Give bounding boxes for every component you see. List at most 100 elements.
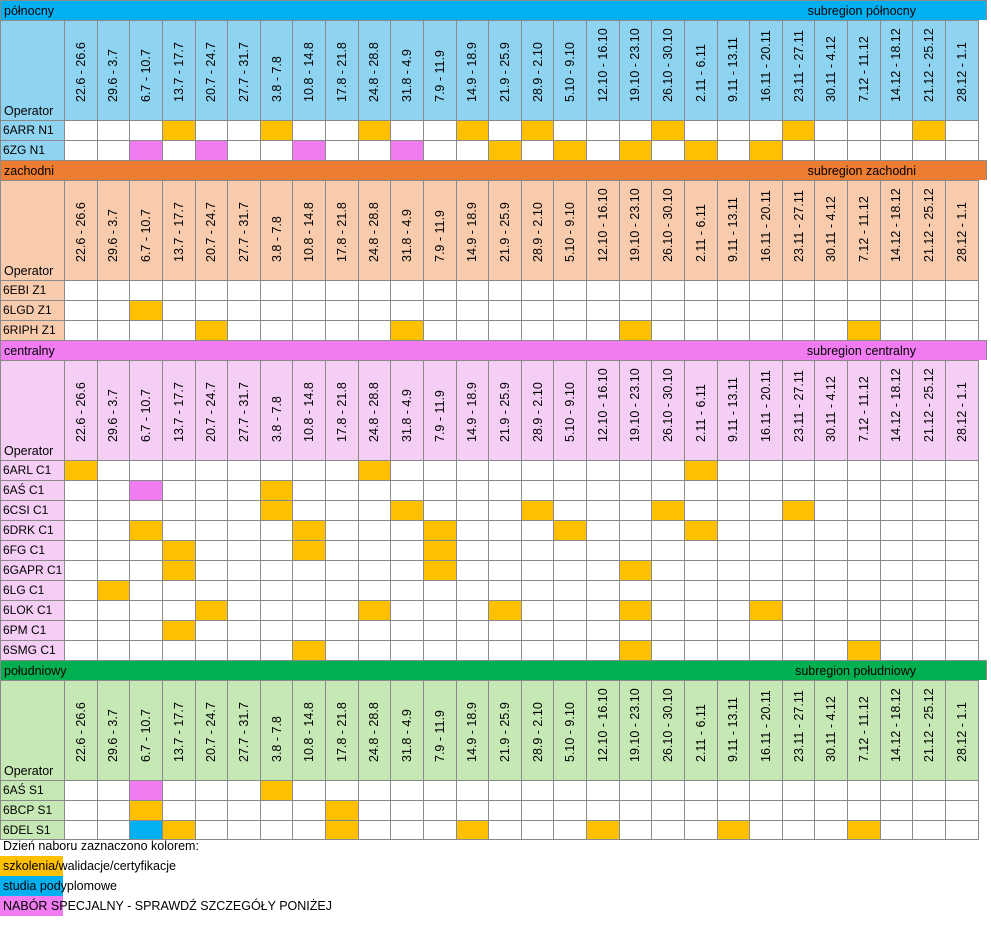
empty-cell (293, 800, 326, 820)
subregion-label: subregion południowy (795, 663, 916, 678)
empty-cell (848, 140, 881, 160)
empty-cell (456, 780, 490, 800)
date-header-cell: 3.8 - 7.8 (260, 360, 294, 460)
empty-cell (97, 560, 131, 580)
operator-row: 6ARR N1 (0, 120, 987, 140)
empty-cell (65, 640, 98, 660)
date-header-cell: 16.11 - 20.11 (750, 20, 783, 120)
recruitment-day-cell-orange (260, 120, 294, 140)
empty-cell (65, 500, 98, 520)
recruitment-day-cell-orange (423, 520, 457, 540)
recruitment-day-cell-orange (782, 120, 816, 140)
empty-cell (587, 520, 620, 540)
date-header-cell: 10.8 - 14.8 (293, 20, 326, 120)
date-label: 13.7 - 17.7 (171, 701, 186, 762)
empty-cell (423, 580, 457, 600)
date-label: 3.8 - 7.8 (269, 395, 284, 442)
empty-cell (717, 600, 751, 620)
empty-cell (130, 280, 163, 300)
empty-cell (652, 620, 685, 640)
empty-cell (521, 480, 555, 500)
empty-cell (391, 620, 424, 640)
date-header-cell: 27.7 - 31.7 (228, 180, 261, 280)
recruitment-day-cell-orange (521, 120, 555, 140)
empty-cell (848, 280, 881, 300)
empty-cell (880, 820, 914, 840)
empty-cell (684, 480, 718, 500)
recruitment-day-cell-pink (195, 140, 229, 160)
empty-cell (97, 480, 131, 500)
date-label: 16.11 - 20.11 (758, 29, 773, 102)
empty-cell (913, 480, 946, 500)
empty-cell (652, 780, 685, 800)
empty-cell (65, 540, 98, 560)
empty-cell (228, 500, 261, 520)
recruitment-day-cell-orange (162, 120, 196, 140)
date-header-row: Operator 22.6 - 26.6 29.6 - 3.7 6.7 - 10.7 1… (0, 680, 987, 780)
empty-cell (587, 500, 620, 520)
empty-cell (815, 800, 848, 820)
empty-cell (554, 780, 587, 800)
date-header-cell: 14.9 - 18.9 (456, 180, 490, 280)
empty-cell (750, 560, 783, 580)
date-label: 22.6 - 26.6 (73, 701, 88, 762)
date-header-cell: 19.10 - 23.10 (619, 360, 653, 460)
empty-cell (848, 460, 881, 480)
empty-cell (913, 800, 946, 820)
empty-cell (945, 280, 979, 300)
date-header-cell: 23.11 - 27.11 (782, 680, 816, 780)
empty-cell (326, 780, 359, 800)
date-header-cell: 3.8 - 7.8 (260, 20, 294, 120)
empty-cell (913, 820, 946, 840)
empty-cell (97, 600, 131, 620)
date-label: 14.9 - 18.9 (465, 201, 480, 262)
empty-cell (945, 520, 979, 540)
operator-row: 6LGD Z1 (0, 300, 987, 320)
subregion-label: subregion zachodni (807, 163, 916, 178)
empty-cell (521, 520, 555, 540)
empty-cell (423, 120, 457, 140)
operator-name: 6RIPH Z1 (1, 320, 65, 340)
date-label: 19.10 - 23.10 (628, 187, 643, 262)
date-header-cell: 24.8 - 28.8 (358, 680, 392, 780)
empty-cell (554, 120, 587, 140)
empty-cell (684, 560, 718, 580)
empty-cell (456, 280, 490, 300)
date-header-cell: 2.11 - 6.11 (684, 680, 718, 780)
region-band: zachodni subregion zachodni (0, 160, 987, 180)
date-header-cell: 14.12 - 18.12 (880, 180, 914, 280)
empty-cell (65, 780, 98, 800)
empty-cell (717, 780, 751, 800)
recruitment-day-cell-orange (848, 820, 881, 840)
date-header-cell: 21.12 - 25.12 (913, 20, 946, 120)
date-label: 26.10 - 30.10 (660, 27, 675, 102)
empty-cell (456, 140, 490, 160)
empty-cell (260, 520, 294, 540)
date-header-cell: 5.10 - 9.10 (554, 20, 587, 120)
empty-cell (848, 780, 881, 800)
operator-header-label: Operator (4, 104, 54, 118)
empty-cell (228, 320, 261, 340)
operator-name: 6AŚ S1 (1, 780, 65, 800)
empty-cell (652, 320, 685, 340)
date-header-cell: 10.8 - 14.8 (293, 360, 326, 460)
empty-cell (423, 140, 457, 160)
empty-cell (619, 460, 653, 480)
date-header-cell: 10.8 - 14.8 (293, 680, 326, 780)
date-label: 14.12 - 18.12 (889, 187, 904, 262)
empty-cell (782, 800, 816, 820)
empty-cell (913, 600, 946, 620)
date-label: 23.11 - 27.11 (791, 29, 806, 102)
recruitment-day-cell-orange (489, 140, 522, 160)
empty-cell (684, 280, 718, 300)
empty-cell (815, 300, 848, 320)
date-header-cell: 28.9 - 2.10 (521, 20, 555, 120)
empty-cell (521, 600, 555, 620)
empty-cell (587, 140, 620, 160)
empty-cell (423, 500, 457, 520)
operator-header: Operator (1, 20, 65, 120)
empty-cell (97, 620, 131, 640)
empty-cell (162, 280, 196, 300)
empty-cell (423, 620, 457, 640)
empty-cell (65, 620, 98, 640)
